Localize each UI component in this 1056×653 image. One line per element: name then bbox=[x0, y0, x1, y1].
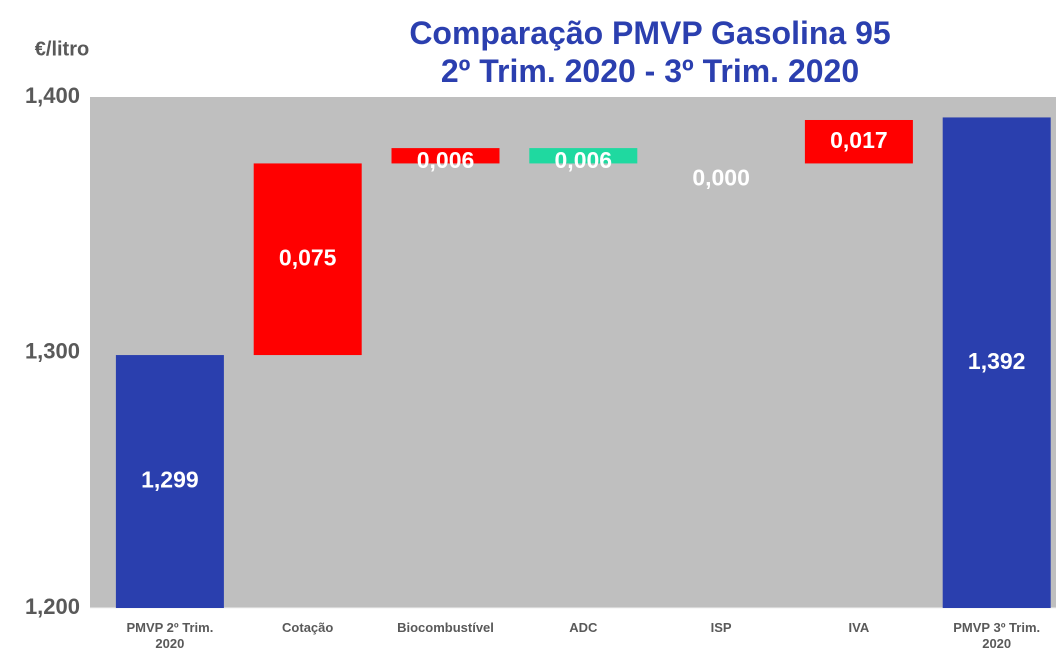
x-tick-label: ISP bbox=[710, 620, 732, 635]
bar bbox=[391, 148, 500, 164]
bar bbox=[115, 355, 224, 608]
y-axis-label: €/litro bbox=[35, 38, 89, 60]
chart-title: Comparação PMVP Gasolina 95 2º Trim. 202… bbox=[409, 15, 891, 89]
bar bbox=[253, 163, 362, 356]
x-tick-label: Biocombustível bbox=[397, 620, 494, 635]
value-label: 0,006 bbox=[417, 147, 475, 173]
value-label: 1,299 bbox=[141, 467, 199, 493]
y-tick-label: 1,200 bbox=[25, 594, 80, 619]
y-tick-label: 1,300 bbox=[25, 338, 80, 363]
x-tick-label: PMVP 3º Trim. 2020 bbox=[953, 620, 1041, 651]
x-tick-label: ADC bbox=[569, 620, 598, 635]
value-label: 1,392 bbox=[968, 348, 1026, 374]
x-tick-label: IVA bbox=[848, 620, 870, 635]
x-tick-label: PMVP 2º Trim. 2020 bbox=[126, 620, 214, 651]
bar bbox=[804, 119, 913, 164]
plot-area bbox=[90, 97, 1056, 608]
value-label: 0,017 bbox=[830, 127, 888, 153]
bar bbox=[529, 148, 638, 164]
y-tick-label: 1,400 bbox=[25, 83, 80, 108]
value-label: 0,075 bbox=[279, 244, 337, 270]
value-label: 0,006 bbox=[555, 147, 613, 173]
bar bbox=[942, 117, 1051, 608]
x-tick-label: Cotação bbox=[282, 620, 334, 635]
value-label: 0,000 bbox=[692, 165, 750, 191]
